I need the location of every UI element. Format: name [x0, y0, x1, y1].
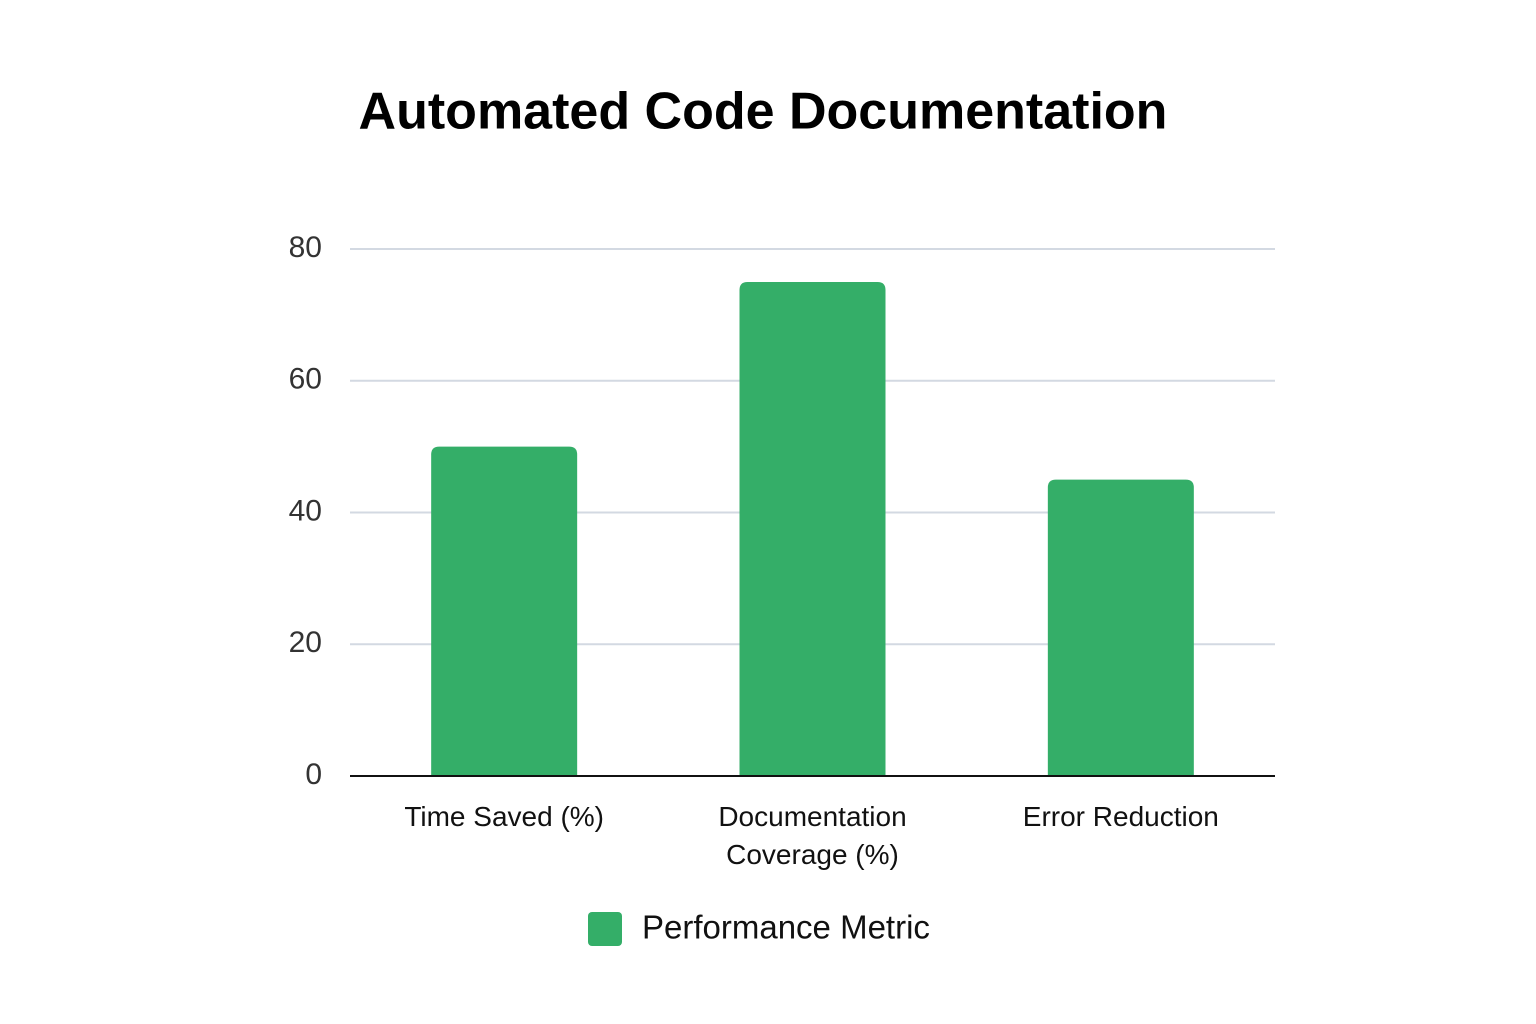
y-tick-label: 40: [289, 494, 322, 527]
bar: [1047, 479, 1194, 776]
y-tick-label: 20: [289, 626, 322, 659]
legend-label: Performance Metric: [642, 909, 930, 946]
x-tick-label: Error Reduction: [1022, 801, 1219, 832]
bar: [431, 446, 578, 776]
y-tick-label: 80: [289, 231, 322, 264]
y-tick-label: 0: [305, 758, 322, 791]
x-tick-label: Time Saved (%): [404, 801, 604, 832]
y-tick-label: 60: [289, 363, 322, 396]
bar: [739, 281, 886, 776]
legend-swatch: [588, 912, 622, 946]
chart-title: Automated Code Documentation: [359, 83, 1168, 141]
x-tick-label: Documentation Coverage (%): [718, 801, 907, 870]
